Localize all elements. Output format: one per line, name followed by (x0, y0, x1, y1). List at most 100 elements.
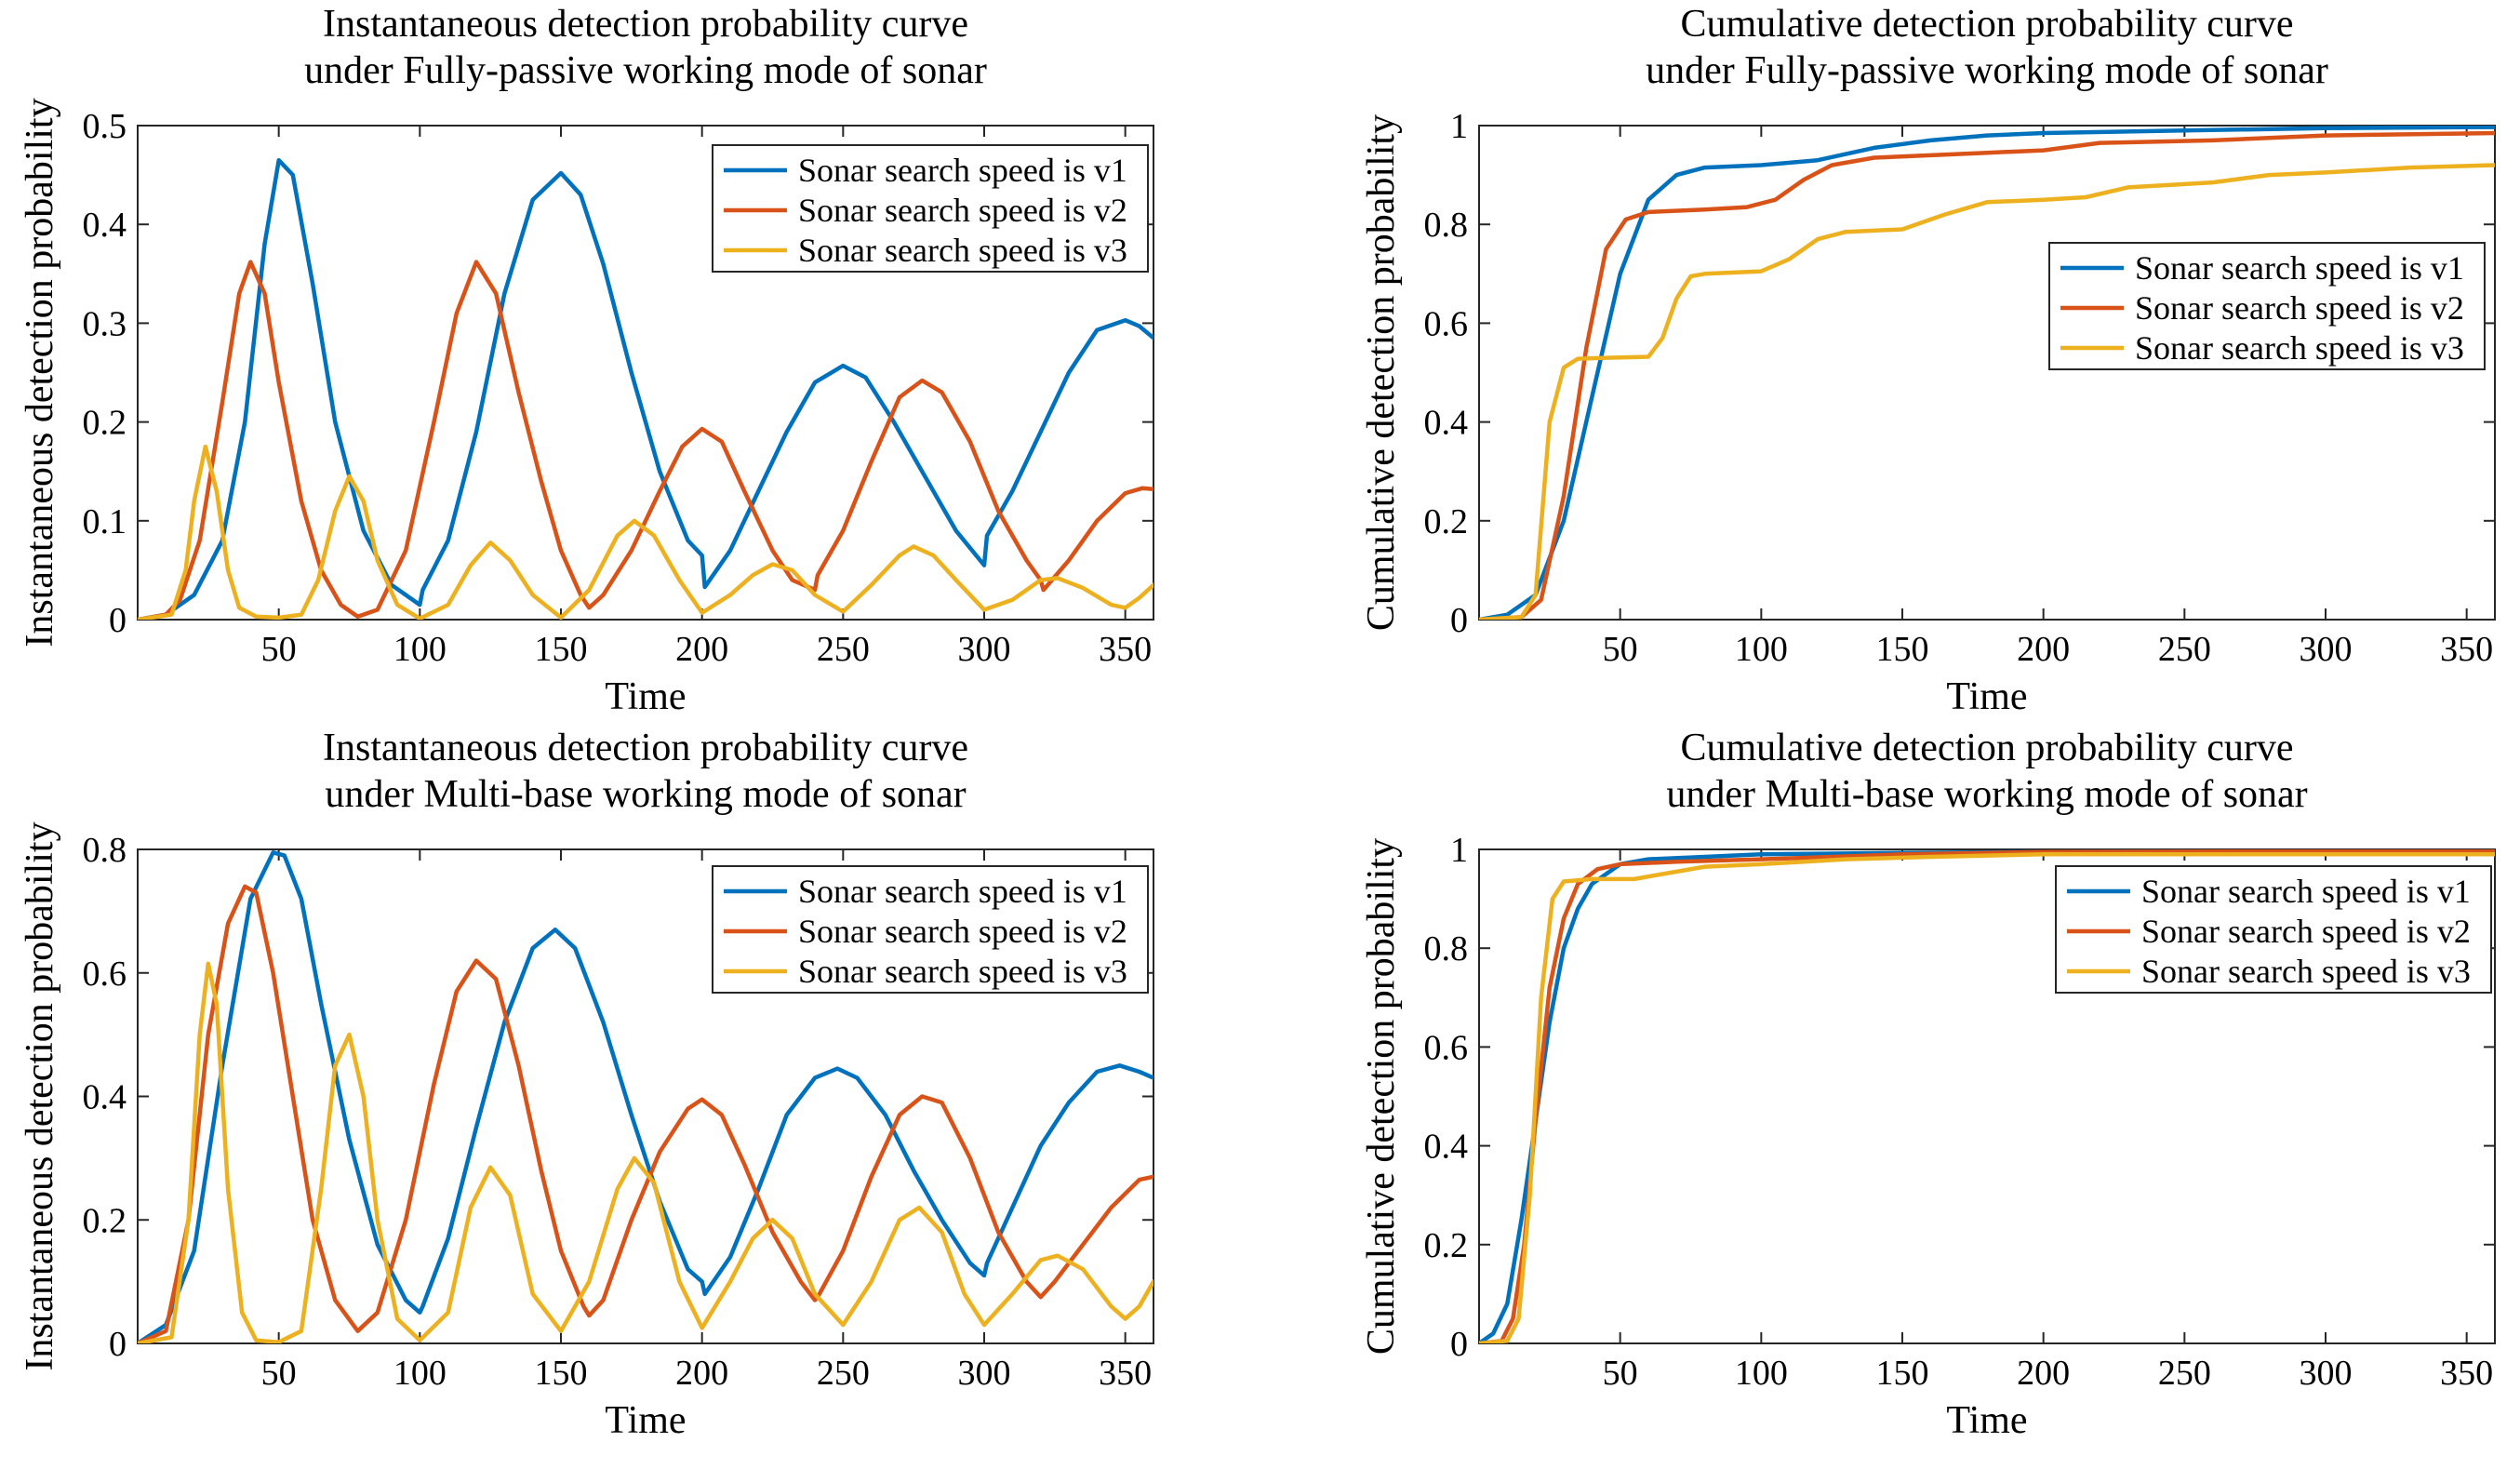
y-tick-label: 0.6 (1424, 304, 1469, 343)
x-tick-label: 250 (2158, 630, 2211, 669)
x-tick-label: 200 (675, 1354, 728, 1393)
series-line-v2 (138, 260, 1153, 620)
chart-title-line-1: Cumulative detection probability curve (1681, 3, 2294, 46)
x-tick-label: 100 (1735, 1354, 1788, 1393)
series-line-v1 (1479, 126, 2495, 620)
y-axis-label: Instantaneous detection probability (19, 98, 61, 647)
series-line-v2 (138, 884, 1153, 1343)
x-tick-label: 50 (1603, 630, 1638, 669)
series-line-v2 (1479, 849, 2495, 1343)
legend-label: Sonar search speed is v3 (2141, 953, 2471, 990)
series-line-v3 (1479, 163, 2495, 620)
x-tick-label: 350 (1099, 1354, 1152, 1393)
chart-title-line-1: Instantaneous detection probability curv… (323, 3, 968, 46)
subplot-1: Instantaneous detection probability curv… (19, 3, 1154, 718)
chart-title-line-2: under Fully-passive working mode of sona… (304, 49, 987, 92)
y-tick-label: 0.8 (83, 831, 127, 870)
y-axis-label: Cumulative detection probability (1360, 838, 1403, 1355)
legend-label: Sonar search speed is v1 (2141, 873, 2471, 910)
x-tick-label: 350 (2440, 630, 2493, 669)
x-tick-label: 250 (817, 1354, 870, 1393)
x-tick-label: 100 (393, 630, 447, 669)
y-tick-label: 0 (1450, 601, 1468, 640)
y-tick-label: 0.8 (1424, 206, 1469, 245)
legend-label: Sonar search speed is v1 (2135, 249, 2464, 287)
y-axis-label: Instantaneous detection probability (19, 821, 61, 1370)
axes-box (1478, 125, 2496, 621)
x-tick-label: 200 (2017, 630, 2070, 669)
axes-box (137, 125, 1154, 621)
legend-label: Sonar search speed is v2 (2135, 289, 2464, 327)
chart-title-line-2: under Multi-base working mode of sonar (1666, 773, 2307, 816)
legend-label: Sonar search speed is v2 (798, 913, 1127, 950)
x-tick-label: 150 (535, 1354, 588, 1393)
x-axis-label: Time (1946, 1399, 2027, 1442)
y-tick-label: 0.4 (83, 206, 127, 245)
y-tick-label: 0 (109, 601, 127, 640)
legend-label: Sonar search speed is v3 (798, 953, 1127, 990)
chart-title-line-2: under Fully-passive working mode of sona… (1646, 49, 2328, 92)
x-tick-label: 100 (393, 1354, 447, 1393)
x-tick-label: 150 (1876, 1354, 1929, 1393)
subplot-2: Cumulative detection probability curveun… (1360, 3, 2496, 718)
axes-box (1478, 848, 2496, 1344)
x-tick-label: 50 (261, 1354, 297, 1393)
x-tick-label: 300 (958, 630, 1011, 669)
x-tick-label: 300 (2300, 630, 2353, 669)
y-tick-label: 0.2 (1424, 502, 1469, 541)
y-tick-label: 0.5 (83, 107, 127, 146)
x-tick-label: 300 (958, 1354, 1011, 1393)
x-tick-label: 200 (675, 630, 728, 669)
y-tick-label: 0.6 (1424, 1028, 1469, 1067)
x-tick-label: 150 (535, 630, 588, 669)
x-tick-label: 200 (2017, 1354, 2070, 1393)
y-tick-label: 0.2 (83, 1201, 127, 1240)
y-tick-label: 0.8 (1424, 929, 1469, 968)
x-tick-label: 50 (261, 630, 297, 669)
x-tick-label: 300 (2300, 1354, 2353, 1393)
x-axis-label: Time (605, 675, 686, 718)
x-tick-label: 250 (2158, 1354, 2211, 1393)
y-tick-label: 0.4 (1424, 1128, 1469, 1167)
legend-label: Sonar search speed is v1 (798, 152, 1127, 189)
y-tick-label: 0.2 (1424, 1226, 1469, 1265)
y-tick-label: 0 (1450, 1325, 1468, 1364)
x-tick-label: 250 (817, 630, 870, 669)
x-tick-label: 50 (1603, 1354, 1638, 1393)
series-line-v2 (1479, 130, 2495, 620)
subplot-3: Instantaneous detection probability curv… (19, 727, 1154, 1442)
y-tick-label: 0.2 (83, 404, 127, 443)
series-line-v1 (1479, 849, 2495, 1343)
x-axis-label: Time (1946, 675, 2027, 718)
series-line-v3 (138, 961, 1153, 1343)
chart-title-line-2: under Multi-base working mode of sonar (325, 773, 966, 816)
legend-label: Sonar search speed is v1 (798, 873, 1127, 910)
y-tick-label: 1 (1450, 107, 1468, 146)
y-tick-label: 0 (109, 1325, 127, 1364)
legend-label: Sonar search speed is v2 (2141, 913, 2471, 950)
y-tick-label: 1 (1450, 831, 1468, 870)
legend-label: Sonar search speed is v3 (2135, 329, 2464, 367)
legend-label: Sonar search speed is v2 (798, 192, 1127, 229)
y-tick-label: 0.1 (83, 502, 127, 541)
series-line-v1 (138, 157, 1153, 620)
y-tick-label: 0.4 (83, 1078, 127, 1117)
x-tick-label: 350 (1099, 630, 1152, 669)
y-axis-label: Cumulative detection probability (1360, 114, 1403, 631)
x-tick-label: 150 (1876, 630, 1929, 669)
legend-label: Sonar search speed is v3 (798, 232, 1127, 269)
y-tick-label: 0.6 (83, 955, 127, 994)
series-line-v3 (1479, 852, 2495, 1343)
y-tick-label: 0.3 (83, 304, 127, 343)
series-line-v3 (138, 444, 1153, 620)
x-tick-label: 350 (2440, 1354, 2493, 1393)
y-tick-label: 0.4 (1424, 404, 1469, 443)
x-axis-label: Time (605, 1399, 686, 1442)
subplot-4: Cumulative detection probability curveun… (1360, 727, 2496, 1442)
x-tick-label: 100 (1735, 630, 1788, 669)
